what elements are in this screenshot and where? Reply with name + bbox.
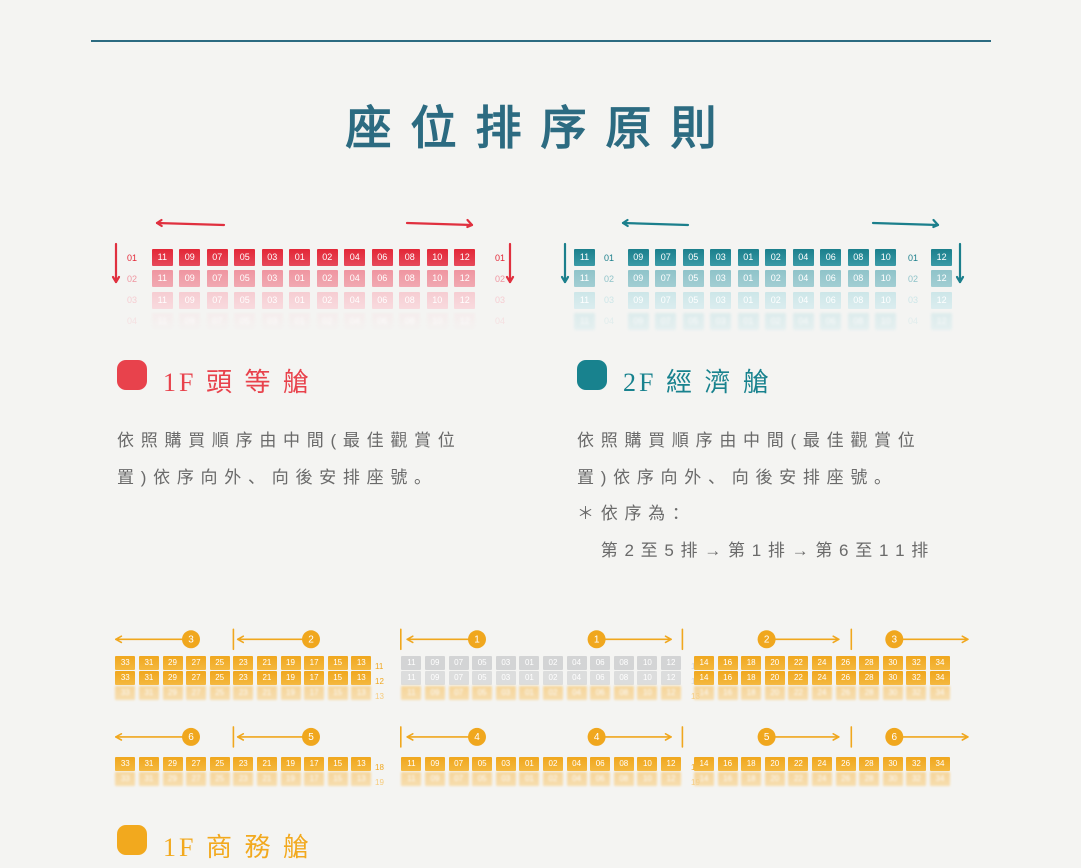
svg-text:4: 4 [474,732,480,743]
svg-text:6: 6 [892,732,898,743]
svg-text:5: 5 [764,732,770,743]
svg-text:3: 3 [188,635,194,646]
svg-text:5: 5 [308,732,314,743]
svg-text:3: 3 [892,635,898,646]
svg-text:1: 1 [594,635,600,646]
svg-text:2: 2 [308,635,314,646]
svg-text:2: 2 [764,635,770,646]
svg-text:4: 4 [594,732,600,743]
svg-text:1: 1 [474,635,480,646]
svg-text:6: 6 [188,732,194,743]
